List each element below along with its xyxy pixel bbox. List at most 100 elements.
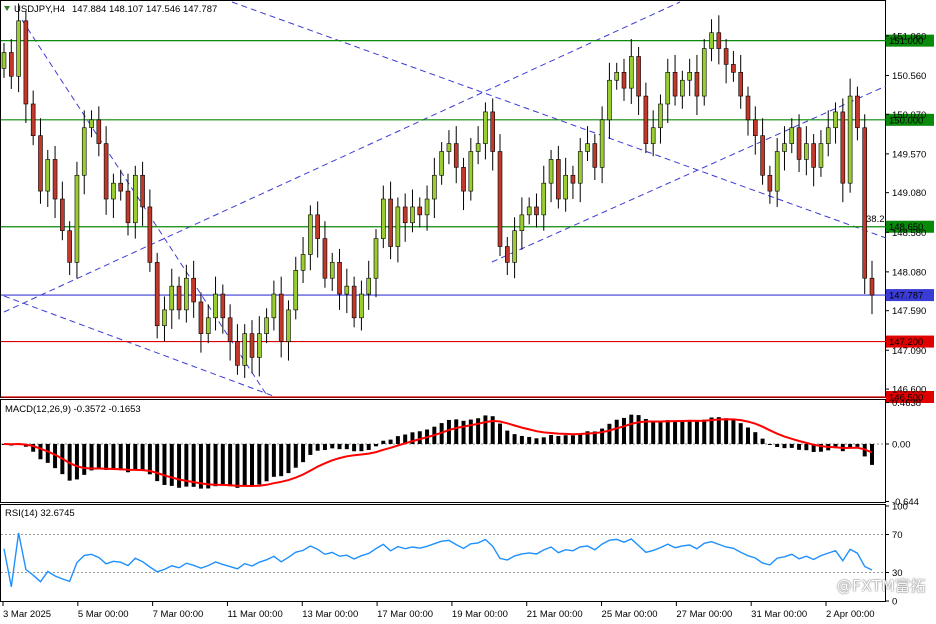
macd-pane xyxy=(0,399,886,503)
macd-bar xyxy=(541,437,546,444)
macd-bar xyxy=(512,434,517,444)
candle-body xyxy=(774,151,780,192)
rsi-pane xyxy=(0,504,886,602)
candle-body xyxy=(658,103,663,129)
macd-bar xyxy=(534,438,539,444)
level-tag xyxy=(886,34,934,47)
candle-body xyxy=(16,20,21,77)
level-tag-text: 151.000 xyxy=(889,36,923,47)
trend-lines xyxy=(3,1,887,398)
candle-body xyxy=(855,95,860,129)
macd-bar xyxy=(206,443,211,489)
candle-body xyxy=(607,79,612,121)
macd-bar xyxy=(104,443,109,470)
macd-bar xyxy=(213,443,218,487)
time-tick-label: 2 Apr 00:00 xyxy=(826,609,875,620)
macd-bar xyxy=(738,423,743,444)
macd-bar xyxy=(344,443,349,450)
macd-bar xyxy=(198,443,203,489)
candle-body xyxy=(176,285,182,311)
macd-bar xyxy=(753,432,758,444)
candle-body xyxy=(402,206,408,224)
level-tag xyxy=(886,335,934,348)
time-tick-label: 5 Mar 00:00 xyxy=(78,609,129,620)
candle-body xyxy=(1,52,7,69)
price-tick-label: 148.080 xyxy=(892,267,926,278)
time-tick-label: 7 Mar 00:00 xyxy=(153,609,204,620)
candle-body xyxy=(264,317,269,334)
macd-bar xyxy=(468,419,473,444)
macd-bar xyxy=(658,421,663,444)
descending-support-line[interactable] xyxy=(3,295,277,398)
candle-body xyxy=(563,174,568,200)
level-tag xyxy=(886,391,934,403)
candle-body xyxy=(191,277,196,303)
macd-bar xyxy=(242,443,247,487)
macd-bar xyxy=(578,433,583,444)
macd-bar xyxy=(279,443,284,477)
candle-body xyxy=(213,293,218,319)
macd-bar xyxy=(53,443,58,469)
candle-body xyxy=(329,262,335,279)
macd-bar xyxy=(716,417,721,444)
price-tick-label: 150.560 xyxy=(892,71,926,82)
time-tick-label: 17 Mar 00:00 xyxy=(377,609,433,620)
candle-body xyxy=(45,159,51,192)
macd-bar xyxy=(191,443,196,487)
candle-body xyxy=(162,309,167,327)
price-tick-label: 148.580 xyxy=(892,228,926,239)
candle-body xyxy=(147,206,153,263)
macd-bar xyxy=(694,421,699,444)
macd-bar xyxy=(330,443,335,449)
candle-body xyxy=(344,285,350,295)
macd-bar xyxy=(184,443,189,487)
upper-channel-line[interactable] xyxy=(3,1,681,313)
rsi-line xyxy=(3,532,873,587)
candle-body xyxy=(395,206,401,247)
macd-bar xyxy=(111,443,116,470)
macd-bar xyxy=(162,443,167,485)
fxtm-watermark: @FXTM富拓 xyxy=(836,577,926,595)
candle-body xyxy=(629,56,634,89)
rsi-tick-label: 70 xyxy=(892,530,903,541)
candle-body xyxy=(424,198,430,216)
macd-bar xyxy=(169,443,174,486)
macd-bar xyxy=(818,443,823,452)
macd-bar xyxy=(308,443,313,455)
macd-bar xyxy=(804,443,809,451)
macd-bar xyxy=(476,418,481,444)
macd-bar xyxy=(322,443,327,451)
steep-descending-line[interactable] xyxy=(21,19,269,398)
candle-body xyxy=(592,143,598,168)
price-tick-label: 146.600 xyxy=(892,385,926,396)
macd-bar xyxy=(250,443,254,487)
macd-bar xyxy=(220,443,225,486)
macd-bar xyxy=(96,443,101,469)
macd-bar xyxy=(527,436,532,444)
level-tag-text: 147.200 xyxy=(889,337,923,348)
macd-bar xyxy=(286,443,291,474)
candle-body xyxy=(723,48,729,65)
candle-body xyxy=(687,72,692,81)
macd-bar xyxy=(235,443,240,488)
macd-bar xyxy=(797,443,802,450)
price-tick-label: 147.090 xyxy=(892,346,926,357)
level-tag-text: 148.650 xyxy=(889,222,923,233)
macd-bar xyxy=(74,443,79,480)
candle-body xyxy=(67,230,72,263)
macd-bar xyxy=(264,443,269,482)
symbol-dropdown-icon[interactable] xyxy=(4,6,10,11)
candle-body xyxy=(738,72,743,97)
candle-body xyxy=(140,174,145,208)
macd-bar xyxy=(498,423,502,444)
candle-body xyxy=(847,95,853,184)
candle-body xyxy=(512,230,517,263)
descending-resistance-line[interactable] xyxy=(231,1,887,239)
symbol-label: USDJPY,H4 xyxy=(14,4,65,15)
candle-body xyxy=(81,127,87,176)
candle-body xyxy=(337,262,342,295)
level-tag-text: 150.000 xyxy=(889,115,923,126)
candle-body xyxy=(133,174,138,224)
time-tick-label: 27 Mar 00:00 xyxy=(676,609,732,620)
lower-channel-line[interactable] xyxy=(491,85,887,263)
